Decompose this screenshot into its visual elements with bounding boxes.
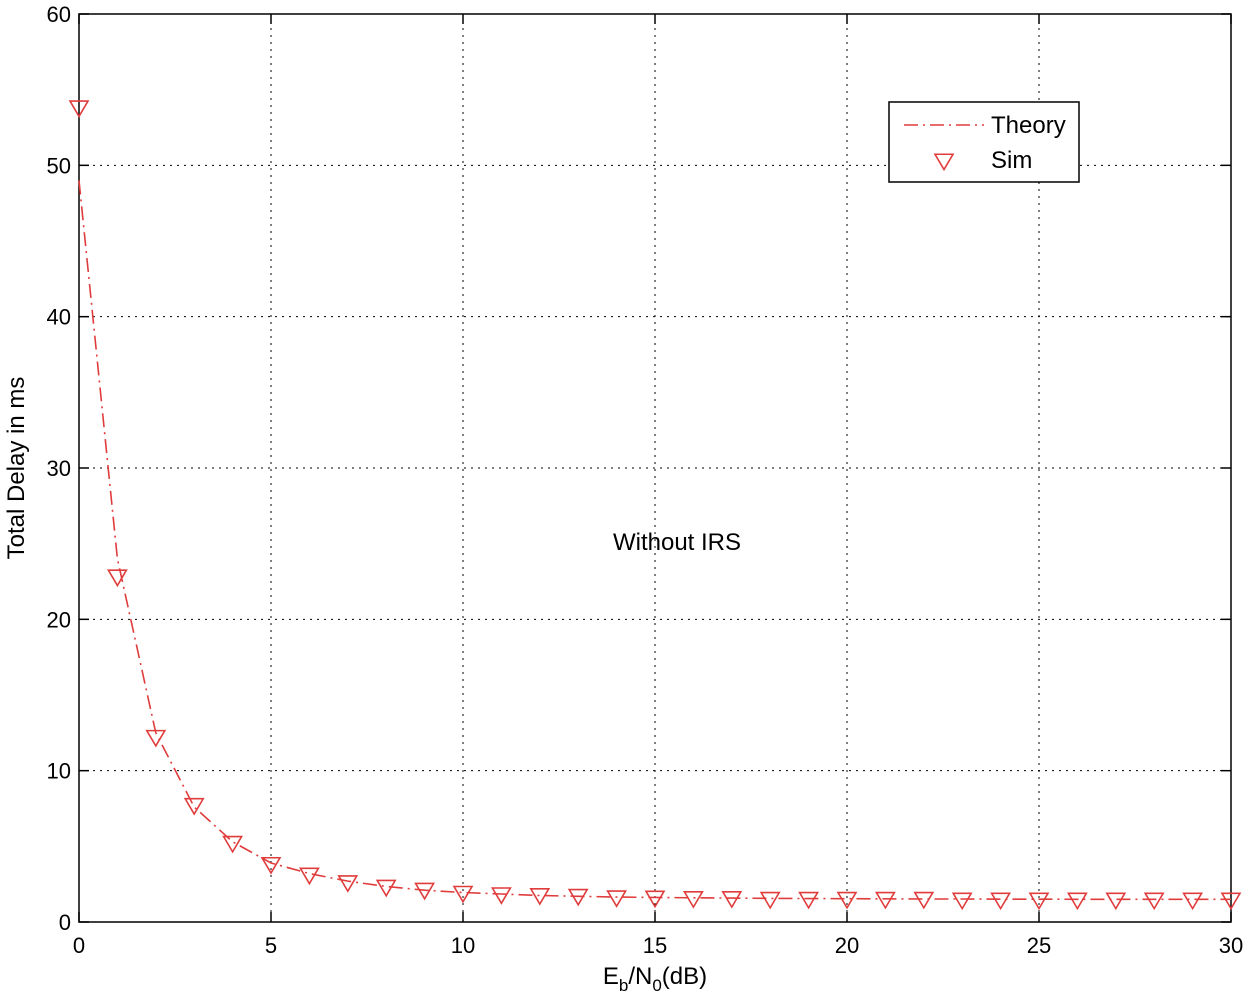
sim-marker [990, 892, 1011, 911]
sim-marker [875, 891, 896, 910]
sim-marker [951, 892, 973, 911]
y-axis-label: Total Delay in ms [3, 377, 30, 560]
sim-marker [836, 891, 858, 910]
sim-marker [721, 890, 743, 909]
sim-marker [260, 856, 282, 875]
sim-marker [529, 887, 551, 906]
x-tick-label: 30 [1219, 933, 1243, 958]
sim-marker [798, 891, 819, 910]
x-tick-label: 20 [835, 933, 859, 958]
sim-marker [491, 887, 512, 905]
x-tick-label: 25 [1027, 933, 1051, 958]
sim-marker [1105, 892, 1127, 911]
x-tick-label: 15 [643, 933, 667, 958]
sim-marker [644, 890, 666, 909]
y-tick-label: 60 [47, 2, 71, 27]
sim-marker [1182, 892, 1203, 911]
sim-marker [1143, 892, 1165, 911]
sim-marker [68, 100, 90, 118]
sim-marker [1067, 892, 1088, 911]
legend-theory-label: Theory [991, 112, 1066, 139]
y-tick-label: 40 [47, 305, 71, 330]
sim-marker [414, 882, 435, 901]
y-tick-label: 10 [47, 759, 71, 784]
grid-lines [79, 14, 1231, 922]
sim-marker [1028, 892, 1050, 911]
series-sim [68, 100, 1242, 911]
y-tick-label: 0 [59, 910, 71, 935]
sim-marker [299, 867, 320, 886]
legend: Theory Sim [888, 101, 1080, 183]
axis-ticks: 0 5 10 15 20 25 30 0 10 20 30 40 50 60 [47, 2, 1244, 958]
sim-marker [1220, 892, 1242, 911]
sim-marker [107, 569, 128, 588]
sim-marker [375, 879, 397, 898]
legend-sim-label: Sim [991, 147, 1032, 174]
x-tick-label: 5 [265, 933, 277, 958]
sim-marker [913, 891, 935, 910]
sim-marker [145, 729, 167, 748]
annotation-text: Without IRS [613, 529, 741, 556]
y-tick-label: 20 [47, 607, 71, 632]
sim-marker [337, 875, 359, 893]
sim-marker [606, 890, 627, 908]
legend-sim-marker [933, 153, 955, 172]
sim-marker [222, 835, 243, 854]
sim-marker [183, 797, 205, 816]
legend-box [888, 101, 1080, 183]
x-axis-label: Eb/N0(dB) [603, 963, 707, 995]
sim-marker [452, 885, 474, 904]
sim-marker [567, 888, 589, 907]
y-tick-label: 30 [47, 456, 71, 481]
sim-marker [683, 890, 704, 909]
sim-marker [759, 891, 781, 910]
theory-line [78, 180, 1231, 901]
x-tick-label: 0 [73, 933, 85, 958]
y-tick-label: 50 [47, 153, 71, 178]
series-theory [78, 180, 1231, 901]
x-tick-label: 10 [451, 933, 475, 958]
